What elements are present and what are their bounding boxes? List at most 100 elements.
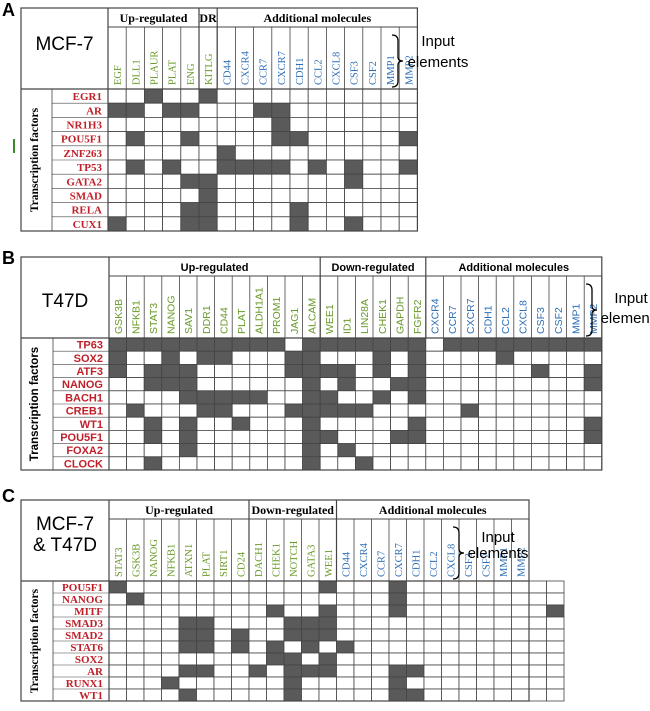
matrix-cell-empty xyxy=(231,363,251,378)
matrix-cell-empty xyxy=(125,202,145,218)
matrix-cell-filled xyxy=(302,416,321,431)
column-label: CSF3 xyxy=(464,553,475,577)
matrix-cell-empty xyxy=(354,363,374,378)
column-label: MMP1 xyxy=(570,304,582,334)
matrix-cell-filled xyxy=(126,337,145,352)
matrix-cell-empty xyxy=(143,159,163,175)
matrix-cell-empty xyxy=(161,688,180,702)
matrix-cell-empty xyxy=(325,187,345,203)
matrix-cell-empty xyxy=(476,652,495,666)
row-label: AR xyxy=(87,666,104,678)
matrix-cell-empty xyxy=(493,628,512,642)
matrix-cell-empty xyxy=(126,676,145,690)
matrix-cell-filled xyxy=(196,616,215,630)
column-label: CSF3 xyxy=(350,61,361,85)
matrix-cell-empty xyxy=(458,604,477,618)
matrix-cell-empty xyxy=(271,88,291,104)
row-label: FOXA2 xyxy=(66,445,103,457)
matrix-cell-empty xyxy=(283,604,302,618)
matrix-cell-empty xyxy=(301,688,320,702)
group-label: Additional molecules xyxy=(379,503,487,517)
matrix-cell-empty xyxy=(478,429,497,444)
matrix-cell-empty xyxy=(566,443,585,458)
matrix-cell-filled xyxy=(318,580,337,594)
matrix-cell-empty xyxy=(161,640,180,654)
matrix-cell-empty xyxy=(266,443,286,458)
matrix-cell-empty xyxy=(371,616,390,630)
matrix-cell-empty xyxy=(406,580,425,594)
column-label: ALDH1A1 xyxy=(254,287,266,334)
matrix-cell-empty xyxy=(390,390,409,405)
matrix-cell-empty xyxy=(336,676,355,690)
matrix-cell-empty xyxy=(198,159,218,175)
matrix-cell-filled xyxy=(249,390,268,405)
matrix-cell-empty xyxy=(231,350,251,365)
matrix-cell-empty xyxy=(143,390,163,405)
matrix-cell-empty xyxy=(441,688,460,702)
matrix-cell-empty xyxy=(178,403,198,418)
matrix-cell-empty xyxy=(406,616,425,630)
matrix-cell-empty xyxy=(458,628,477,642)
matrix-cell-empty xyxy=(107,173,127,189)
column-label: CCL2 xyxy=(429,551,440,577)
matrix-cell-empty xyxy=(548,416,568,431)
matrix-cell-empty xyxy=(126,688,145,702)
matrix-cell-empty xyxy=(161,416,180,431)
matrix-cell-empty xyxy=(143,592,162,606)
matrix-cell-empty xyxy=(548,377,568,392)
matrix-cell-empty xyxy=(511,688,530,702)
matrix-cell-empty xyxy=(198,131,218,147)
matrix-cell-empty xyxy=(354,390,374,405)
row-label: GATA2 xyxy=(66,176,102,188)
matrix-cell-empty xyxy=(325,159,345,175)
matrix-cell-empty xyxy=(513,403,532,418)
matrix-cell-empty xyxy=(284,456,304,471)
matrix-cell-filled xyxy=(583,429,603,444)
matrix-cell-empty xyxy=(388,616,407,630)
matrix-cell-filled xyxy=(198,88,218,104)
matrix-cell-empty xyxy=(161,403,180,418)
matrix-cell-filled xyxy=(125,159,145,175)
matrix-cell-empty xyxy=(388,652,407,666)
column-label: CSF2 xyxy=(368,61,379,85)
matrix-cell-filled xyxy=(231,390,251,405)
matrix-cell-empty xyxy=(380,88,400,104)
matrix-cell-empty xyxy=(371,652,390,666)
matrix-cell-empty xyxy=(178,580,197,594)
matrix-cell-empty xyxy=(495,443,515,458)
matrix-cell-filled xyxy=(180,131,200,147)
matrix-cell-empty xyxy=(249,350,268,365)
matrix-cell-empty xyxy=(336,592,355,606)
matrix-cell-empty xyxy=(162,216,182,232)
matrix-cell-empty xyxy=(126,664,145,678)
matrix-cell-filled xyxy=(388,580,407,594)
matrix-cell-empty xyxy=(390,363,409,378)
matrix-cell-filled xyxy=(407,429,427,444)
matrix-cell-filled xyxy=(318,604,337,618)
matrix-cell-filled xyxy=(178,416,198,431)
matrix-cell-empty xyxy=(441,616,460,630)
matrix-cell-empty xyxy=(253,173,273,189)
matrix-cell-empty xyxy=(266,676,285,690)
matrix-cell-filled xyxy=(214,403,233,418)
matrix-cell-empty xyxy=(248,580,267,594)
matrix-cell-empty xyxy=(307,117,327,133)
matrix-cell-empty xyxy=(398,173,418,189)
matrix-cell-empty xyxy=(161,443,180,458)
matrix-cell-empty xyxy=(319,350,339,365)
matrix-cell-empty xyxy=(248,604,267,618)
input-label-line2: elements xyxy=(408,54,469,71)
matrix-cell-empty xyxy=(126,616,145,630)
matrix-cell-empty xyxy=(180,159,200,175)
matrix-cell-filled xyxy=(344,216,364,232)
matrix-cell-empty xyxy=(478,443,497,458)
matrix-cell-filled xyxy=(161,676,180,690)
matrix-cell-empty xyxy=(325,117,345,133)
column-label: CXCL8 xyxy=(446,544,457,577)
matrix-cell-filled xyxy=(284,363,304,378)
matrix-cell-empty xyxy=(198,145,218,161)
matrix-cell-filled xyxy=(143,377,163,392)
matrix-cell-empty xyxy=(546,640,565,654)
matrix-cell-filled xyxy=(196,350,216,365)
row-label: TP53 xyxy=(77,162,103,174)
